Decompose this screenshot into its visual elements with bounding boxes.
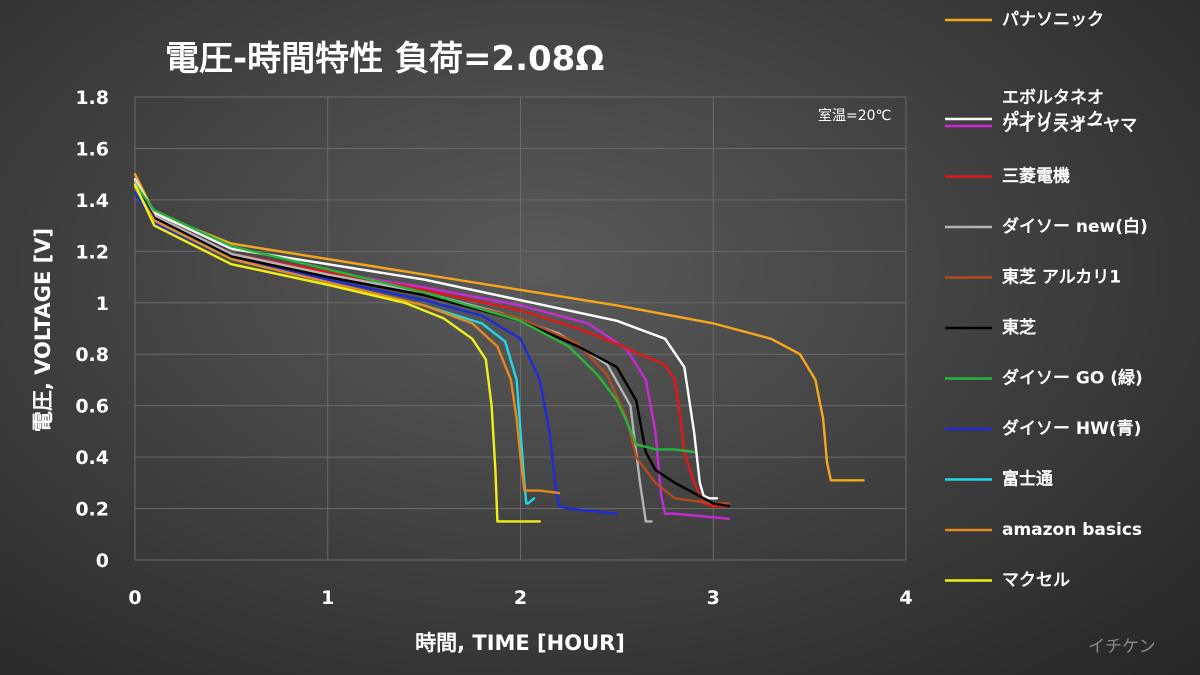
y-tick-label: 1.8 [75,87,109,109]
series-line-6 [133,183,730,508]
legend-label: ダイソー HW(青) [1002,418,1141,439]
series-line-10 [133,185,561,495]
x-axis-label: 時間, TIME [HOUR] [415,631,625,655]
series-line-1 [133,178,719,500]
y-tick-label: 1 [96,293,109,315]
y-tick-label: 0.6 [75,396,109,418]
series-line-2 [133,183,730,520]
x-tick-label: 1 [321,587,334,609]
legend-label: マクセル [1002,571,1070,591]
y-tick-label: 0.8 [75,344,109,366]
legend-label: amazon basics [1002,520,1142,540]
y-tick-label: 1.2 [75,241,109,263]
legend-label: 東芝 アルカリ1 [1002,267,1121,288]
legend-entry: エボルタネオパナソニック [945,88,1104,130]
series-line-5 [133,183,730,505]
legend-entry: 三菱電機 [945,166,1070,187]
y-tick-label: 1.6 [75,138,109,160]
series-line-0 [133,172,865,482]
legend-entry: amazon basics [945,520,1142,540]
legend-entry: アイリスオーヤマ [945,116,1137,136]
series-line-8 [133,190,619,515]
y-tick-label: 0.4 [75,447,109,469]
watermark-text: イチケン [1088,637,1156,657]
x-tick-label: 2 [514,587,527,609]
series-lines [133,172,865,523]
series-line-11 [133,183,541,523]
legend-entry: ダイソー new(白) [945,216,1148,237]
legend-label: 富士通 [1002,469,1053,490]
series-line-7 [133,183,696,454]
x-tick-label: 0 [128,587,141,609]
legend-entry: マクセル [945,571,1070,591]
legend-entry: ダイソー HW(青) [945,418,1141,439]
y-tick-label: 1.4 [75,190,109,212]
legend-entry: パナソニック [945,10,1104,30]
legend-label: 三菱電機 [1002,166,1070,187]
temperature-annotation: 室温=20℃ [818,107,891,124]
legend-label: ダイソー GO (緑) [1002,368,1143,389]
legend-label: 東芝 [1002,317,1036,338]
legend-label: ダイソー new(白) [1002,216,1148,237]
axis-ticks: 0 0.2 0.4 0.6 0.8 1 1.2 1.4 1.6 1.8 0 1 2 3 4 [75,87,912,609]
x-tick-label: 3 [707,587,720,609]
x-tick-label: 4 [899,587,912,609]
legend-entry: 富士通 [945,469,1053,490]
legend-label: アイリスオーヤマ [1002,116,1137,136]
chart-title: 電圧-時間特性 負荷=2.08Ω [165,39,604,79]
legend-entry: 東芝 アルカリ1 [945,267,1121,288]
y-axis-label: 電圧, VOLTAGE [V] [31,228,55,432]
series-line-3 [133,183,730,508]
legend-label: パナソニック [1002,10,1104,30]
legend-entry: ダイソー GO (緑) [945,368,1143,389]
y-tick-label: 0.2 [75,499,109,521]
y-tick-label: 0 [96,550,109,572]
legend-entry: 東芝 [945,317,1036,338]
legend-label: エボルタネオパナソニック [1002,88,1104,130]
grid [134,96,907,561]
